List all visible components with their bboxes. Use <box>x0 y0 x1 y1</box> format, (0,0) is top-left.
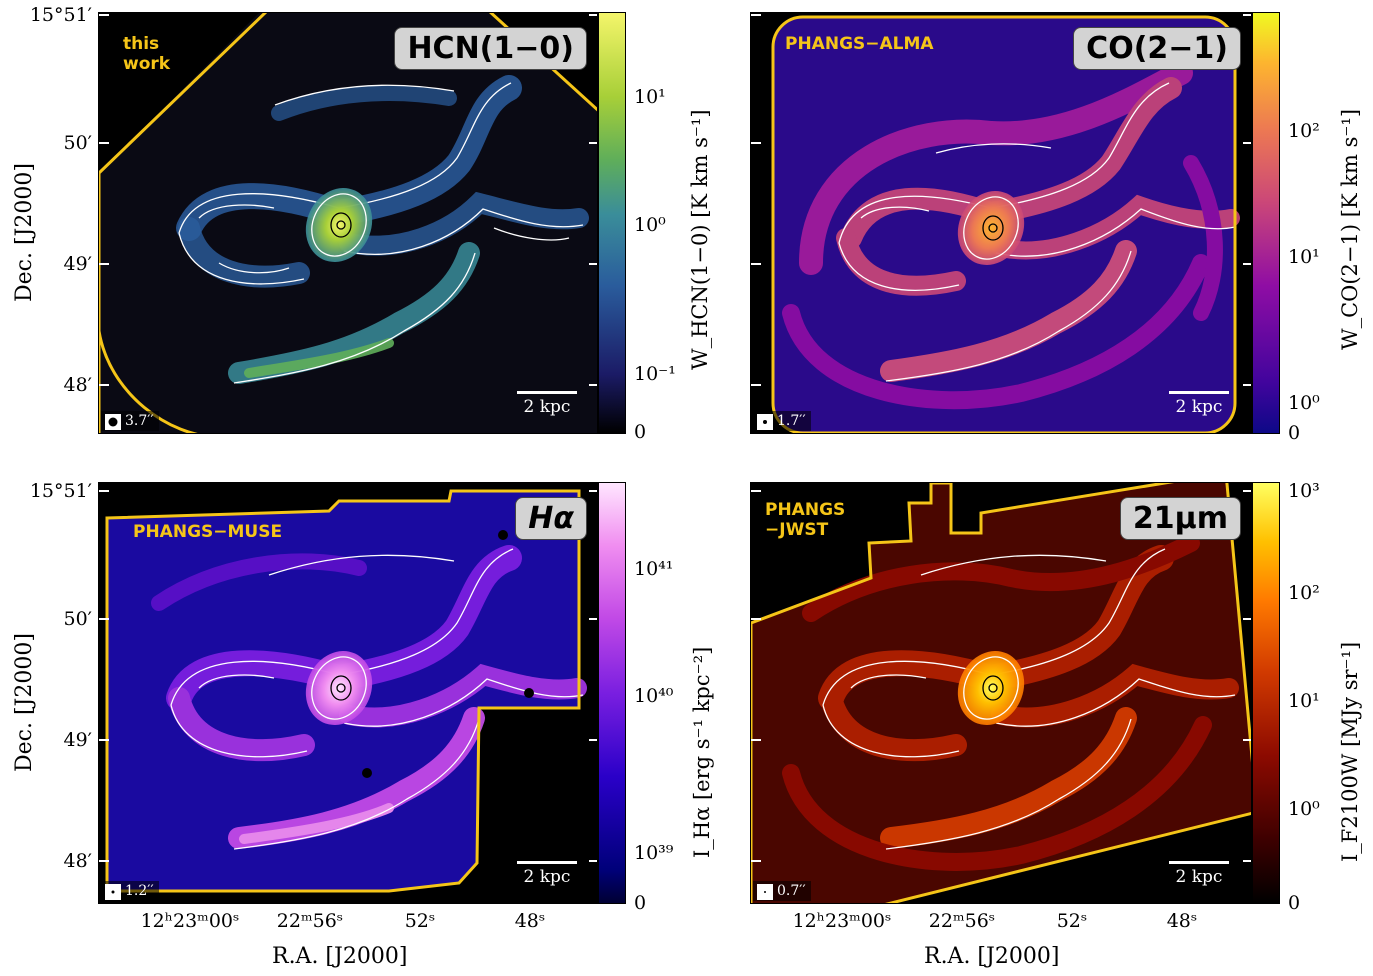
scale-bar: 2 kpc <box>1169 391 1229 417</box>
survey-label: PHANGS −JWST <box>765 500 846 540</box>
tracer-label: 21μm <box>1119 497 1241 540</box>
cbar-tick: 10¹ <box>634 86 666 108</box>
y-tick: 49′ <box>63 253 93 275</box>
hcn-map: this work HCN(1−0) 3.7′′ 2 kpc <box>98 12 598 434</box>
co-map: PHANGS−ALMA CO(2−1) 1.7′′ 2 kpc <box>750 12 1252 434</box>
halpha-map: PHANGS−MUSE Hα 1.2′′ 2 kpc <box>98 482 598 904</box>
survey-label: PHANGS−ALMA <box>785 34 934 54</box>
beam-icon <box>105 884 121 900</box>
x-tick: 22ᵐ56ˢ <box>928 910 996 932</box>
scale-bar-label: 2 kpc <box>523 397 571 417</box>
y-tick: 50′ <box>63 608 93 630</box>
cbar-tick: 10³ <box>1288 480 1320 502</box>
scale-bar: 2 kpc <box>1169 861 1229 887</box>
y-tick: 15°51′ <box>29 4 92 26</box>
cbar-tick: 10⁰ <box>1288 798 1320 820</box>
co-image <box>751 14 1251 433</box>
x-tick: 48ˢ <box>1166 910 1198 932</box>
cbar-tick: 10⁴⁰ <box>634 685 674 707</box>
beam-size: 1.2′′ <box>101 881 159 901</box>
beam-label: 0.7′′ <box>777 883 806 899</box>
y-tick: 15°51′ <box>29 480 92 502</box>
cbar-tick: 0 <box>634 892 647 914</box>
survey-label: PHANGS−MUSE <box>133 522 283 542</box>
cbar-tick: 0 <box>1288 422 1301 444</box>
cbar-tick: 10² <box>1288 582 1320 604</box>
y-tick: 48′ <box>63 850 93 872</box>
cbar-tick: 10⁴¹ <box>634 558 674 580</box>
x-tick: 12ʰ23ᵐ00ˢ <box>792 910 892 932</box>
halpha-image <box>99 489 597 893</box>
scale-bar-line <box>1169 391 1229 394</box>
scale-bar-label: 2 kpc <box>523 867 571 887</box>
scale-bar-line <box>1169 861 1229 864</box>
tracer-label: Hα <box>515 497 587 540</box>
f2100w-image <box>751 483 1251 903</box>
cbar-tick: 0 <box>1288 892 1301 914</box>
x-tick: 22ᵐ56ˢ <box>276 910 344 932</box>
hcn-image <box>99 13 597 433</box>
cbar-tick: 0 <box>634 421 647 443</box>
x-tick: 52ˢ <box>1056 910 1088 932</box>
y-axis-label: Dec. [J2000] <box>12 163 37 302</box>
cbar-tick: 10⁻¹ <box>634 363 676 385</box>
cbar-tick: 10⁰ <box>634 214 666 236</box>
beam-size: 3.7′′ <box>101 411 159 431</box>
tracer-label: HCN(1−0) <box>394 27 587 70</box>
y-tick: 48′ <box>63 374 93 396</box>
x-axis-label: R.A. [J2000] <box>272 944 408 969</box>
cbar-tick: 10¹ <box>1288 246 1320 268</box>
y-axis-label: Dec. [J2000] <box>12 633 37 772</box>
cbar-tick: 10³⁹ <box>634 842 674 864</box>
scale-bar: 2 kpc <box>517 861 577 887</box>
x-tick: 52ˢ <box>404 910 436 932</box>
survey-label: this work <box>123 34 171 74</box>
beam-icon <box>757 884 773 900</box>
scale-bar: 2 kpc <box>517 391 577 417</box>
cbar-tick: 10¹ <box>1288 690 1320 712</box>
x-tick: 48ˢ <box>514 910 546 932</box>
f2100w-colorbar <box>1252 482 1280 904</box>
hcn-colorbar <box>598 12 626 434</box>
beam-size: 1.7′′ <box>753 411 811 431</box>
x-tick: 12ʰ23ᵐ00ˢ <box>140 910 240 932</box>
scale-bar-label: 2 kpc <box>1175 867 1223 887</box>
cbar-tick: 10² <box>1288 120 1320 142</box>
hcn-colorbar-label: W_HCN(1−0) [K km s⁻¹] <box>688 109 712 370</box>
f2100w-map: PHANGS −JWST 21μm 0.7′′ 2 kpc <box>750 482 1252 904</box>
halpha-colorbar <box>598 482 626 904</box>
beam-icon <box>105 414 121 430</box>
co-colorbar-label: W_CO(2−1) [K km s⁻¹] <box>1338 108 1362 350</box>
scale-bar-label: 2 kpc <box>1175 397 1223 417</box>
cbar-tick: 10⁰ <box>1288 392 1320 414</box>
beam-label: 3.7′′ <box>125 413 154 429</box>
beam-label: 1.7′′ <box>777 413 806 429</box>
beam-label: 1.2′′ <box>125 883 154 899</box>
halpha-colorbar-label: I_Hα [erg s⁻¹ kpc⁻²] <box>690 646 714 858</box>
scale-bar-line <box>517 861 577 864</box>
beam-icon <box>757 414 773 430</box>
y-tick: 50′ <box>63 132 93 154</box>
tracer-label: CO(2−1) <box>1073 27 1241 70</box>
co-colorbar <box>1252 12 1280 434</box>
f2100w-colorbar-label: I_F2100W [MJy sr⁻¹] <box>1338 641 1362 862</box>
x-axis-label: R.A. [J2000] <box>924 944 1060 969</box>
y-tick: 49′ <box>63 729 93 751</box>
beam-size: 0.7′′ <box>753 881 811 901</box>
scale-bar-line <box>517 391 577 394</box>
